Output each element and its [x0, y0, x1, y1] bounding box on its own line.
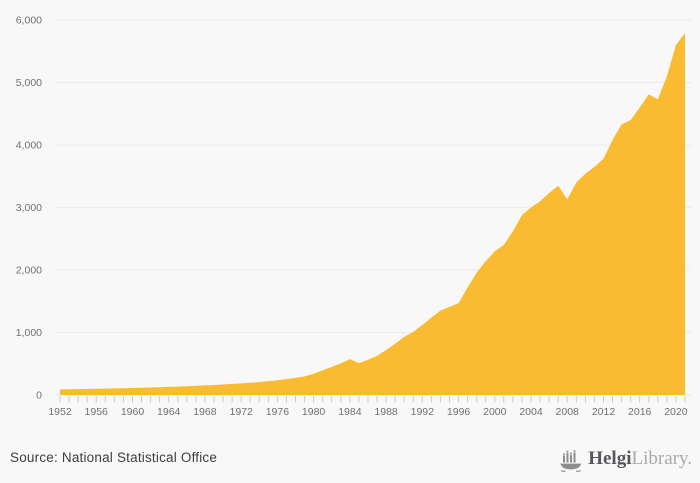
x-axis-label: 2004	[519, 406, 543, 418]
x-axis-label: 1992	[411, 406, 435, 418]
y-axis-label: 3,000	[16, 202, 42, 214]
footer: Source: National Statistical Office	[0, 435, 700, 483]
x-axis-label: 1984	[338, 406, 362, 418]
logo-text-library: Library.	[631, 448, 693, 469]
ship-bar-chart-icon	[560, 449, 582, 472]
logo-text: HelgiLibrary.	[588, 445, 692, 473]
x-axis-label: 1972	[230, 406, 254, 418]
x-axis-label: 1956	[85, 406, 109, 418]
y-axis-label: 1,000	[16, 327, 42, 339]
y-axis-label: 5,000	[16, 77, 42, 89]
x-axis-label: 1952	[48, 406, 72, 418]
logo-text-helgi: Helgi	[588, 448, 632, 469]
source-label: Source: National Statistical Office	[10, 450, 218, 465]
x-axis-label: 1996	[447, 406, 471, 418]
x-axis-label: 1968	[193, 406, 217, 418]
x-axis-label: 1980	[302, 406, 326, 418]
area-series[interactable]	[60, 33, 685, 395]
area-chart: 0 1,000 2,000 3,000 4,000 5,000 6,000 1952 1956 1…	[16, 15, 691, 418]
x-axis-label: 2008	[556, 406, 580, 418]
y-axis-label: 2,000	[16, 265, 42, 277]
x-axis-label: 2016	[628, 406, 652, 418]
helgi-library-logo[interactable]: HelgiLibrary.	[559, 445, 692, 473]
y-axis-label: 0	[36, 390, 42, 402]
x-axis-label: 1988	[374, 406, 398, 418]
x-axis-label: 2012	[592, 406, 616, 418]
x-axis-label: 1960	[121, 406, 145, 418]
x-axis-label: 2020	[664, 406, 688, 418]
x-axis-label: 2000	[483, 406, 507, 418]
y-axis-label: 4,000	[16, 140, 42, 152]
x-axis-label: 1976	[266, 406, 290, 418]
x-axis-label: 1964	[157, 406, 181, 418]
y-axis-label: 6,000	[16, 15, 42, 27]
